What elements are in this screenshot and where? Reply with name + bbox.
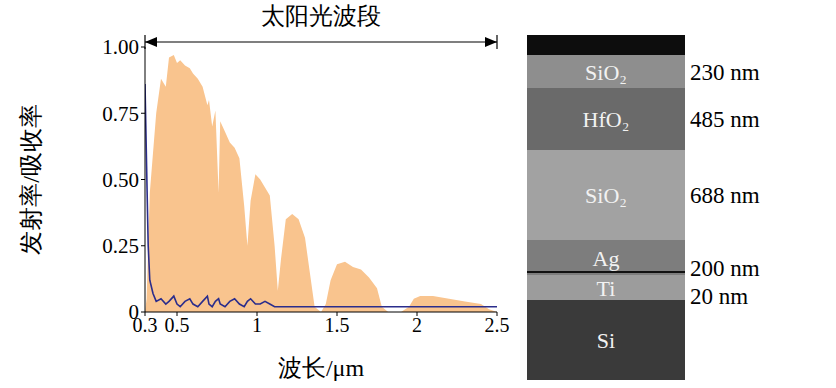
svg-text:发射率/吸收率: 发射率/吸收率	[18, 104, 44, 255]
svg-text:20 nm: 20 nm	[690, 284, 748, 309]
svg-text:200 nm: 200 nm	[690, 256, 760, 281]
svg-text:SiO₂: SiO₂	[585, 60, 627, 85]
svg-text:1.00: 1.00	[102, 35, 139, 59]
svg-text:0.50: 0.50	[102, 168, 139, 192]
svg-text:Ag: Ag	[593, 246, 620, 271]
svg-text:0.75: 0.75	[102, 102, 139, 126]
svg-text:230 nm: 230 nm	[690, 60, 760, 85]
svg-text:688 nm: 688 nm	[690, 183, 760, 208]
svg-text:2: 2	[412, 314, 422, 336]
svg-text:1: 1	[252, 314, 262, 336]
svg-text:太阳光波段: 太阳光波段	[261, 3, 381, 29]
svg-text:波长/μm: 波长/μm	[278, 355, 365, 381]
svg-text:Ti: Ti	[597, 276, 616, 301]
svg-text:SiO₂: SiO₂	[585, 183, 627, 208]
svg-text:2.5: 2.5	[485, 314, 510, 336]
svg-text:0: 0	[129, 300, 140, 324]
svg-text:HfO₂: HfO₂	[583, 107, 630, 132]
svg-text:485 nm: 485 nm	[690, 107, 760, 132]
svg-text:0.3: 0.3	[132, 314, 158, 337]
svg-text:Si: Si	[597, 328, 615, 353]
svg-text:0.5: 0.5	[165, 314, 190, 336]
svg-text:1.5: 1.5	[325, 314, 350, 336]
svg-text:0.25: 0.25	[102, 234, 139, 258]
